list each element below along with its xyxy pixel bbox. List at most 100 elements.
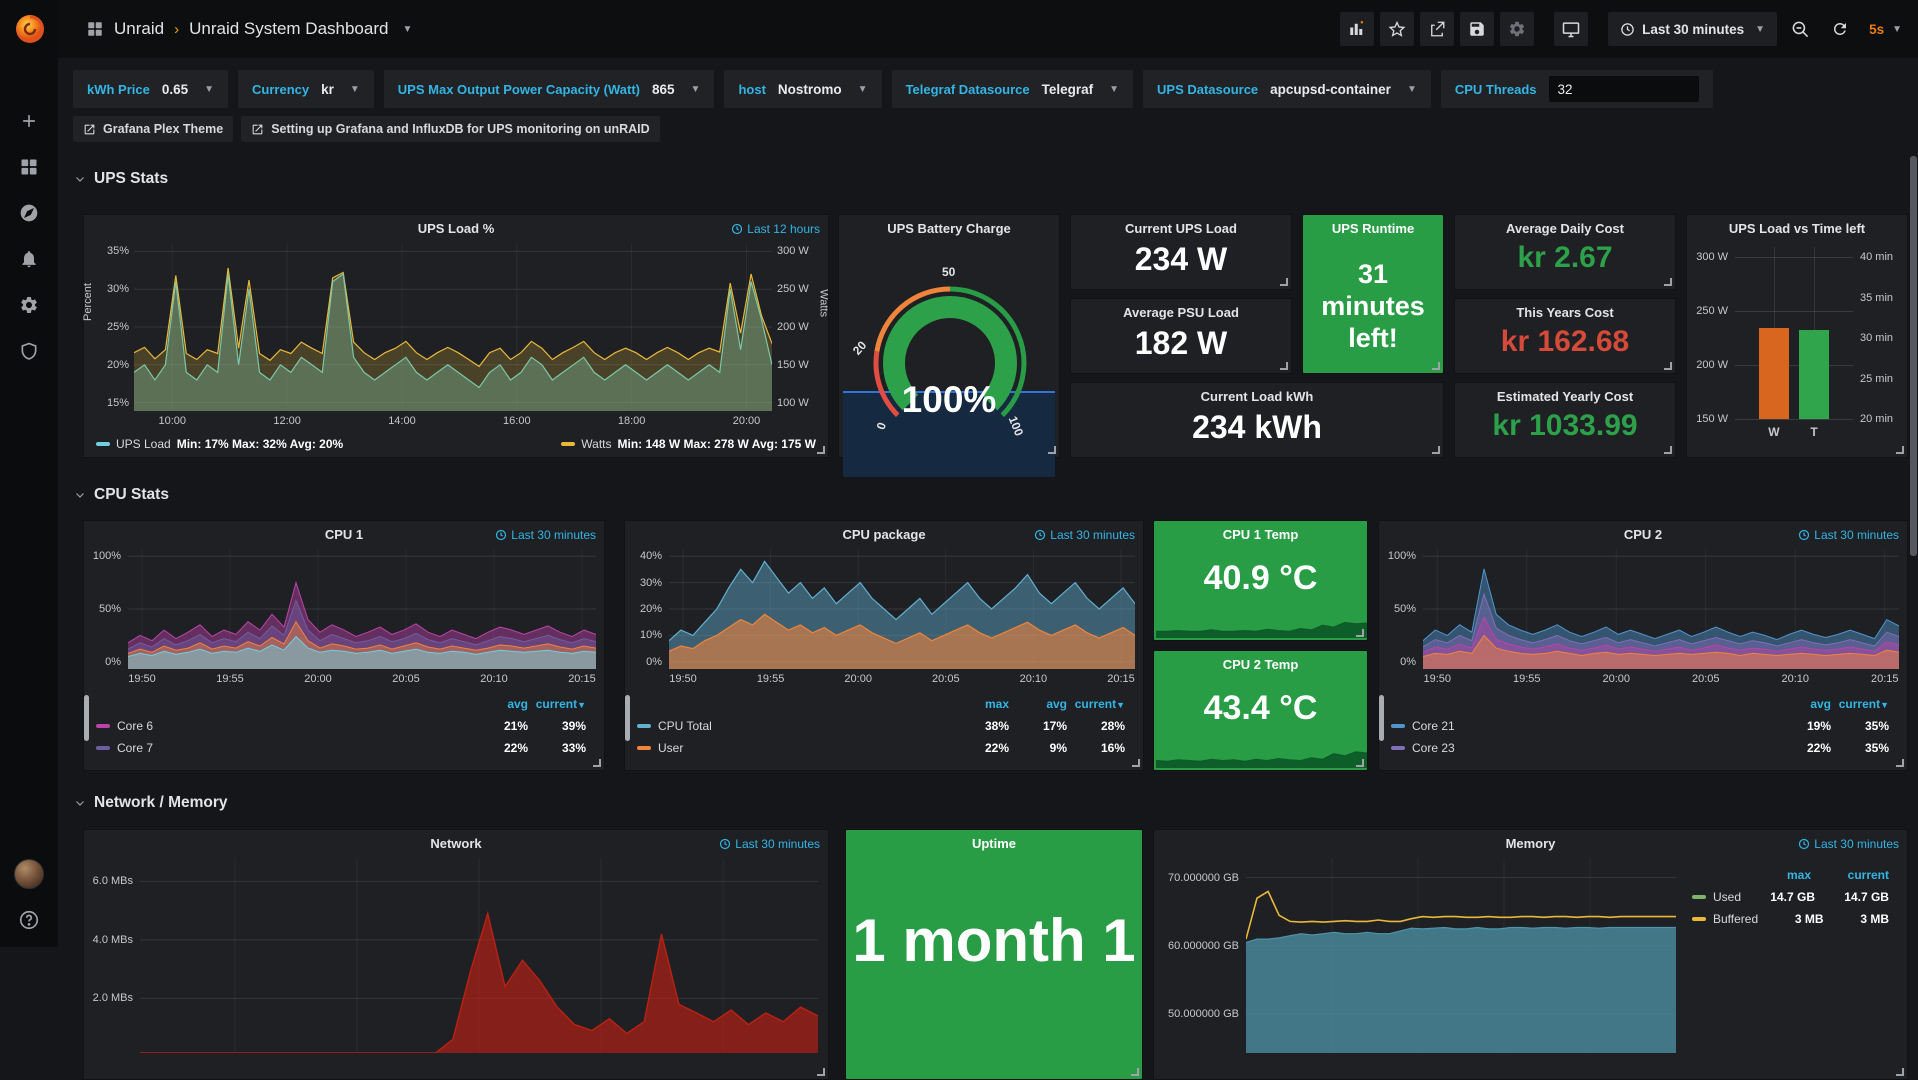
add-panel-button[interactable] bbox=[1340, 12, 1375, 46]
network-chart[interactable] bbox=[140, 858, 818, 1053]
legend-sort-column[interactable]: avg bbox=[1046, 697, 1067, 711]
add-icon[interactable] bbox=[16, 108, 42, 134]
legend-sort-column[interactable]: current▼ bbox=[535, 697, 586, 711]
alerting-bell-icon[interactable] bbox=[16, 246, 42, 272]
legend-sort-column[interactable]: avg bbox=[507, 697, 528, 711]
panel-cpu-2[interactable]: CPU 2 Last 30 minutes 100% 50% 0% 19:50 19:… bbox=[1378, 520, 1908, 771]
panel-this-years-cost[interactable]: This Years Cost kr 162.68 bbox=[1454, 298, 1676, 374]
variable-ups-max-output[interactable]: UPS Max Output Power Capacity (Watt) 865 ▼ bbox=[383, 70, 715, 108]
x-axis: 19:50 19:55 20:00 20:05 20:10 20:15 bbox=[669, 673, 1135, 687]
variable-host[interactable]: host Nostromo ▼ bbox=[724, 70, 882, 108]
panel-title[interactable]: UPS Load % bbox=[417, 221, 495, 236]
save-button[interactable] bbox=[1460, 12, 1495, 46]
dashboards-icon[interactable] bbox=[16, 154, 42, 180]
section-network-memory[interactable]: Network / Memory bbox=[74, 794, 228, 812]
variable-ups-datasource[interactable]: UPS Datasource apcupsd-container ▼ bbox=[1143, 70, 1431, 108]
legend-sort-column[interactable]: current▼ bbox=[1074, 697, 1125, 711]
ups-load-chart[interactable] bbox=[134, 243, 772, 411]
legend-series[interactable]: CPU Total bbox=[637, 719, 951, 733]
panel-cpu-1-temp[interactable]: CPU 1 Temp 40.9 °C bbox=[1153, 520, 1368, 641]
legend-series[interactable]: Core 23 bbox=[1391, 741, 1773, 755]
grafana-logo-icon[interactable] bbox=[11, 9, 49, 47]
dashboard-grid-icon[interactable] bbox=[86, 20, 104, 38]
legend-series[interactable]: Core 6 bbox=[96, 719, 470, 733]
panel-title[interactable]: Network bbox=[430, 836, 482, 851]
user-avatar[interactable] bbox=[14, 859, 44, 889]
panel-ups-load[interactable]: UPS Load % Last 12 hours Percent Watts 3… bbox=[82, 214, 830, 458]
panel-title[interactable]: CPU 2 bbox=[1623, 527, 1663, 542]
panel-ups-load-vs-time-left[interactable]: UPS Load vs Time left 300 W 250 W 200 W 150… bbox=[1686, 214, 1908, 458]
panel-estimated-yearly-cost[interactable]: Estimated Yearly Cost kr 1033.99 bbox=[1454, 382, 1676, 458]
explore-compass-icon[interactable] bbox=[16, 200, 42, 226]
legend-value: 35% bbox=[1864, 719, 1889, 733]
panel-memory[interactable]: Memory Last 30 minutes 70.000000 GB 60.00… bbox=[1153, 829, 1908, 1080]
panel-ups-battery-charge[interactable]: UPS Battery Charge 100% 0 20 50 100 bbox=[838, 214, 1060, 477]
panel-title[interactable]: UPS Load vs Time left bbox=[1728, 221, 1866, 236]
link-grafana-influxdb-guide[interactable]: Setting up Grafana and InfluxDB for UPS … bbox=[241, 116, 660, 142]
panel-average-daily-cost[interactable]: Average Daily Cost kr 2.67 bbox=[1454, 214, 1676, 290]
legend-series[interactable]: User bbox=[637, 741, 951, 755]
panel-current-load-kwh[interactable]: Current Load kWh 234 kWh bbox=[1070, 382, 1444, 458]
chevron-down-icon[interactable]: ▼ bbox=[402, 23, 413, 35]
variable-kwh-price[interactable]: kWh Price 0.65 ▼ bbox=[73, 70, 229, 108]
cpu1-chart[interactable] bbox=[128, 549, 596, 669]
breadcrumb-app[interactable]: Unraid bbox=[114, 19, 165, 38]
cpu-threads-input[interactable]: 32 bbox=[1548, 76, 1699, 102]
zoom-out-button[interactable] bbox=[1783, 12, 1817, 46]
tv-cycle-button[interactable] bbox=[1554, 12, 1589, 46]
memory-chart[interactable] bbox=[1246, 858, 1676, 1053]
star-button[interactable] bbox=[1380, 12, 1415, 46]
section-cpu-stats[interactable]: CPU Stats bbox=[74, 486, 169, 504]
legend-header: avg current▼ bbox=[88, 693, 594, 715]
panel-cpu-package[interactable]: CPU package Last 30 minutes 40% 30% 20% 10%… bbox=[624, 520, 1144, 771]
configuration-gear-icon[interactable] bbox=[16, 292, 42, 318]
variable-telegraf-datasource[interactable]: Telegraf Datasource Telegraf ▼ bbox=[891, 70, 1134, 108]
panel-cpu-1[interactable]: CPU 1 Last 30 minutes 100% 50% 0% 19:50 19:… bbox=[83, 520, 605, 771]
refresh-button[interactable] bbox=[1823, 12, 1857, 46]
variable-currency[interactable]: Currency kr ▼ bbox=[238, 70, 374, 108]
dashboard-settings-gear-icon[interactable] bbox=[1500, 12, 1535, 46]
legend-item[interactable]: UPS Load Min: 17% Max: 32% Avg: 20% bbox=[96, 437, 343, 451]
server-admin-shield-icon[interactable] bbox=[16, 338, 42, 364]
page-scrollbar[interactable] bbox=[1910, 156, 1917, 556]
refresh-interval-picker[interactable]: 5s ▼ bbox=[1863, 22, 1908, 37]
bar-W[interactable] bbox=[1758, 328, 1789, 419]
panel-cpu-2-temp[interactable]: CPU 2 Temp 43.4 °C bbox=[1153, 650, 1368, 771]
panel-title[interactable]: CPU package bbox=[842, 527, 926, 542]
legend-scrollbar[interactable] bbox=[625, 695, 630, 741]
legend-scrollbar[interactable] bbox=[84, 695, 89, 741]
time-range-picker[interactable]: Last 30 minutes ▼ bbox=[1608, 12, 1778, 46]
legend-series[interactable]: Buffered bbox=[1692, 912, 1758, 926]
bar-T[interactable] bbox=[1799, 330, 1830, 419]
time-range-label: Last 30 minutes bbox=[1642, 21, 1745, 37]
axis-tick: 35% bbox=[106, 245, 129, 258]
legend-scrollbar[interactable] bbox=[1379, 695, 1384, 741]
legend-sort-column[interactable]: max bbox=[984, 697, 1009, 711]
panel-title[interactable]: CPU 1 bbox=[324, 527, 364, 542]
legend-series[interactable]: Used bbox=[1692, 890, 1741, 904]
legend-series[interactable]: Core 21 bbox=[1391, 719, 1773, 733]
share-button[interactable] bbox=[1420, 12, 1455, 46]
panel-title[interactable]: UPS Battery Charge bbox=[887, 221, 1011, 236]
panel-network[interactable]: Network Last 30 minutes 6.0 MBs 4.0 MBs 2.… bbox=[83, 829, 829, 1080]
link-grafana-plex-theme[interactable]: Grafana Plex Theme bbox=[73, 116, 234, 142]
panel-average-psu-load[interactable]: Average PSU Load 182 W bbox=[1070, 298, 1292, 374]
axis-tick: 25 min bbox=[1860, 372, 1894, 385]
breadcrumb-dashboard-title[interactable]: Unraid System Dashboard bbox=[189, 19, 389, 38]
legend-item[interactable]: Watts Min: 148 W Max: 278 W Avg: 175 W bbox=[561, 437, 816, 451]
section-ups-stats[interactable]: UPS Stats bbox=[74, 170, 168, 188]
axis-tick: 20:15 bbox=[1107, 673, 1135, 685]
panel-ups-runtime[interactable]: UPS Runtime 31 minutes left! bbox=[1302, 214, 1444, 374]
legend-sort-column[interactable]: avg bbox=[1810, 697, 1831, 711]
legend-sort-column[interactable]: current▼ bbox=[1838, 697, 1889, 711]
panel-current-ups-load[interactable]: Current UPS Load 234 W bbox=[1070, 214, 1292, 290]
legend-series[interactable]: Core 7 bbox=[96, 741, 470, 755]
panel-title[interactable]: Memory bbox=[1505, 836, 1556, 851]
cpu2-chart[interactable] bbox=[1423, 549, 1899, 669]
cpu-package-chart[interactable] bbox=[669, 549, 1135, 669]
legend-sort-column[interactable]: current bbox=[1847, 868, 1889, 882]
help-icon[interactable] bbox=[16, 907, 42, 933]
legend-sort-column[interactable]: max bbox=[1786, 868, 1811, 882]
panel-uptime[interactable]: Uptime 1 month 1 bbox=[845, 829, 1143, 1080]
